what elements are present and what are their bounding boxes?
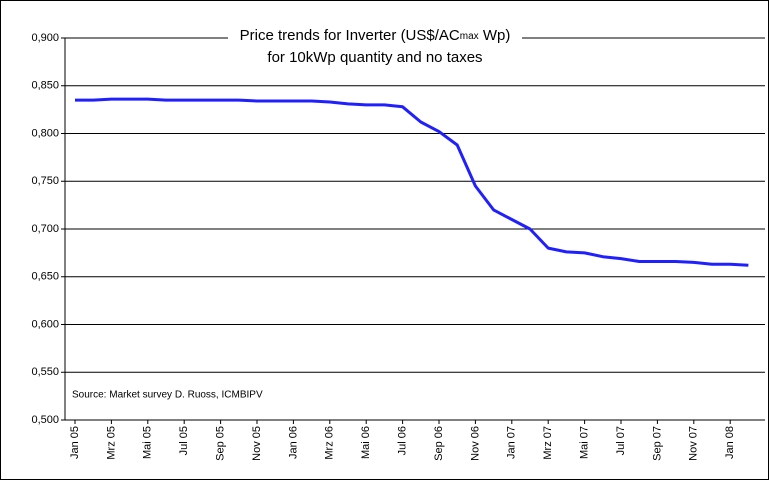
y-tick-label: 0,800 [31,127,59,139]
x-tick-label: Sep 07 [651,426,663,461]
title-part: Wp) [479,27,511,44]
chart-subtitle: for 10kWp quantity and no taxes [267,49,482,66]
x-tick-label: Jul 07 [615,426,627,455]
x-tick-label: Nov 07 [688,426,700,461]
x-tick-label: Sep 06 [433,426,445,461]
title-part: Price trends for Inverter (US$/AC [240,27,460,44]
x-tick-label: Nov 06 [469,426,481,461]
chart-title: Price trends for Inverter (US$/ACmax Wp) [240,27,511,44]
x-tick-label: Jan 06 [287,426,299,459]
y-tick-label: 0,500 [31,414,59,426]
x-tick-label: Mai 06 [360,426,372,459]
x-tick-label: Jan 08 [724,426,736,459]
x-tick-label: Mrz 07 [542,426,554,460]
y-tick-label: 0,700 [31,223,59,235]
source-note: Source: Market survey D. Ruoss, ICMBIPV [72,390,263,401]
x-tick-label: Jan 05 [69,426,81,459]
x-tick-label: Mai 07 [579,426,591,459]
y-tick-label: 0,650 [31,271,59,283]
y-tick-label: 0,900 [31,32,59,44]
y-tick-label: 0,850 [31,80,59,92]
x-tick-label: Sep 05 [215,426,227,461]
x-tick-label: Jul 05 [178,426,190,455]
x-tick-label: Nov 05 [251,426,263,461]
y-tick-label: 0,600 [31,318,59,330]
y-tick-label: 0,750 [31,175,59,187]
x-tick-label: Jul 06 [397,426,409,455]
y-tick-label: 0,550 [31,366,59,378]
price-line [75,97,749,267]
x-tick-label: Mrz 06 [324,426,336,460]
x-tick-label: Mrz 05 [105,426,117,460]
title-background [228,24,522,70]
x-tick-label: Mai 05 [142,426,154,459]
x-tick-label: Jan 07 [506,426,518,459]
title-part: max [460,31,479,42]
